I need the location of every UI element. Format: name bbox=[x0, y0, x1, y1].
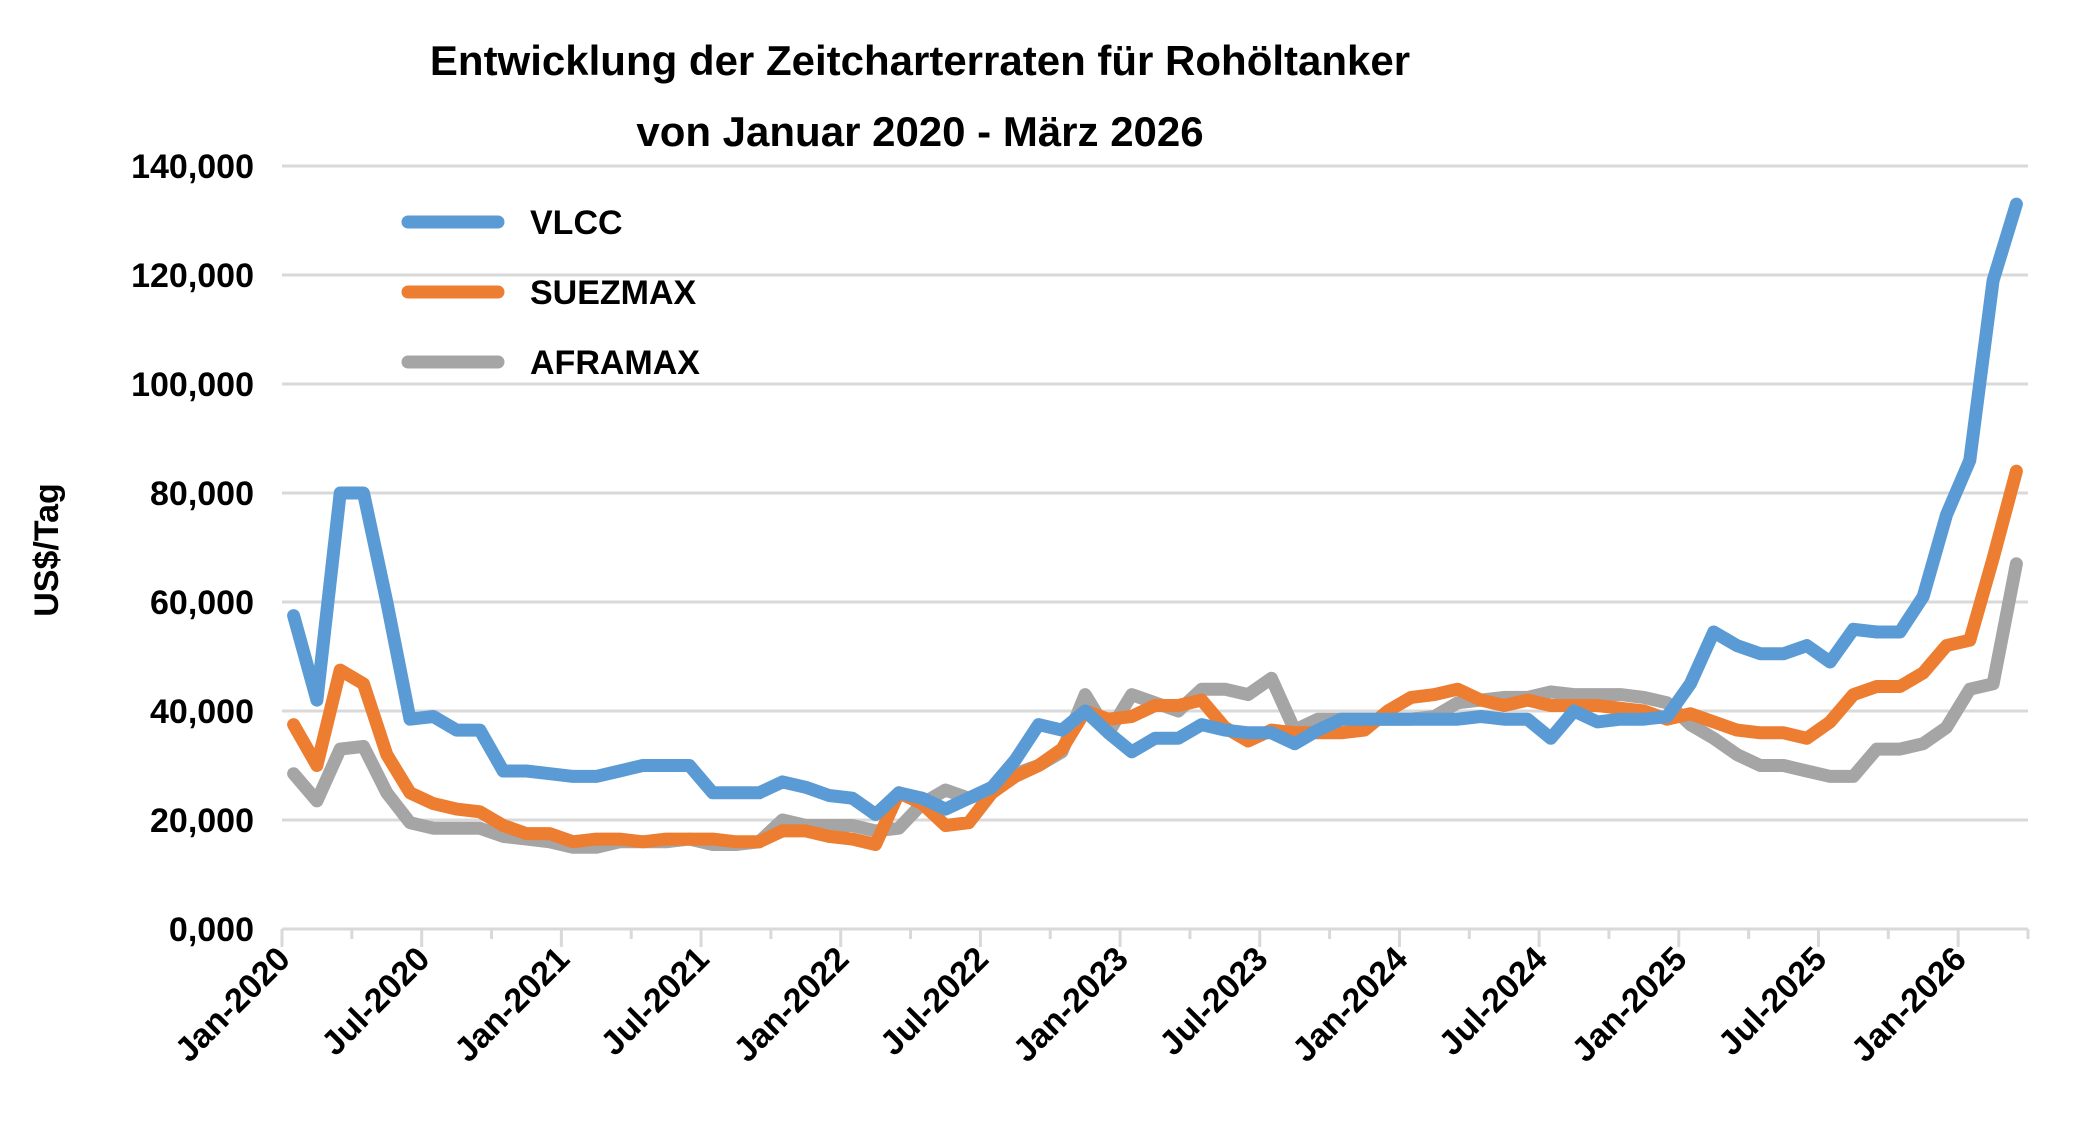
y-tick-label: 60,000 bbox=[150, 584, 254, 622]
x-tick-label: Jul-2021 bbox=[594, 940, 717, 1063]
y-tick-label: 100,000 bbox=[131, 366, 254, 404]
x-tick-label: Jul-2020 bbox=[314, 940, 437, 1063]
chart-title-line-2: von Januar 2020 - März 2026 bbox=[636, 108, 1203, 155]
x-tick-label: Jan-2023 bbox=[1006, 940, 1136, 1070]
series-line-suezmax bbox=[287, 464, 2023, 851]
x-tick-label: Jul-2025 bbox=[1711, 940, 1834, 1063]
legend-label-vlcc: VLCC bbox=[530, 204, 623, 242]
x-tick-label: Jul-2024 bbox=[1432, 940, 1555, 1063]
x-tick-label: Jan-2020 bbox=[168, 940, 298, 1070]
y-tick-label: 140,000 bbox=[131, 148, 254, 186]
chart-title-line-1: Entwicklung der Zeitcharterraten für Roh… bbox=[430, 37, 1410, 84]
x-tick-label: Jan-2025 bbox=[1565, 940, 1695, 1070]
x-axis: Jan-2020 Jul-2020 Jan-2021 Jul-2021 Jan-2022… bbox=[168, 927, 2030, 1070]
x-tick-label: Jan-2022 bbox=[727, 940, 857, 1070]
y-axis-label: US$/Tag bbox=[28, 483, 66, 617]
gridlines bbox=[282, 164, 2028, 822]
y-tick-label: 0,000 bbox=[169, 911, 254, 949]
legend: VLCC SUEZMAX AFRAMAX bbox=[401, 204, 700, 382]
y-tick-label: 20,000 bbox=[150, 802, 254, 840]
legend-label-suezmax: SUEZMAX bbox=[530, 274, 697, 312]
x-tick-label: Jan-2021 bbox=[447, 940, 577, 1070]
x-tick-label: Jul-2022 bbox=[873, 940, 996, 1063]
y-tick-label: 40,000 bbox=[150, 693, 254, 731]
y-tick-label: 120,000 bbox=[131, 257, 254, 295]
y-axis-ticks: 0,000 20,000 40,000 60,000 80,000 100,000 120,… bbox=[131, 148, 254, 949]
x-tick-label: Jul-2023 bbox=[1152, 940, 1275, 1063]
legend-label-aframax: AFRAMAX bbox=[530, 344, 700, 382]
series-lines bbox=[287, 197, 2023, 854]
x-tick-label: Jan-2026 bbox=[1844, 940, 1974, 1070]
series-line-vlcc bbox=[287, 197, 2023, 821]
x-tick-label: Jan-2024 bbox=[1285, 940, 1415, 1070]
y-tick-label: 80,000 bbox=[150, 475, 254, 513]
